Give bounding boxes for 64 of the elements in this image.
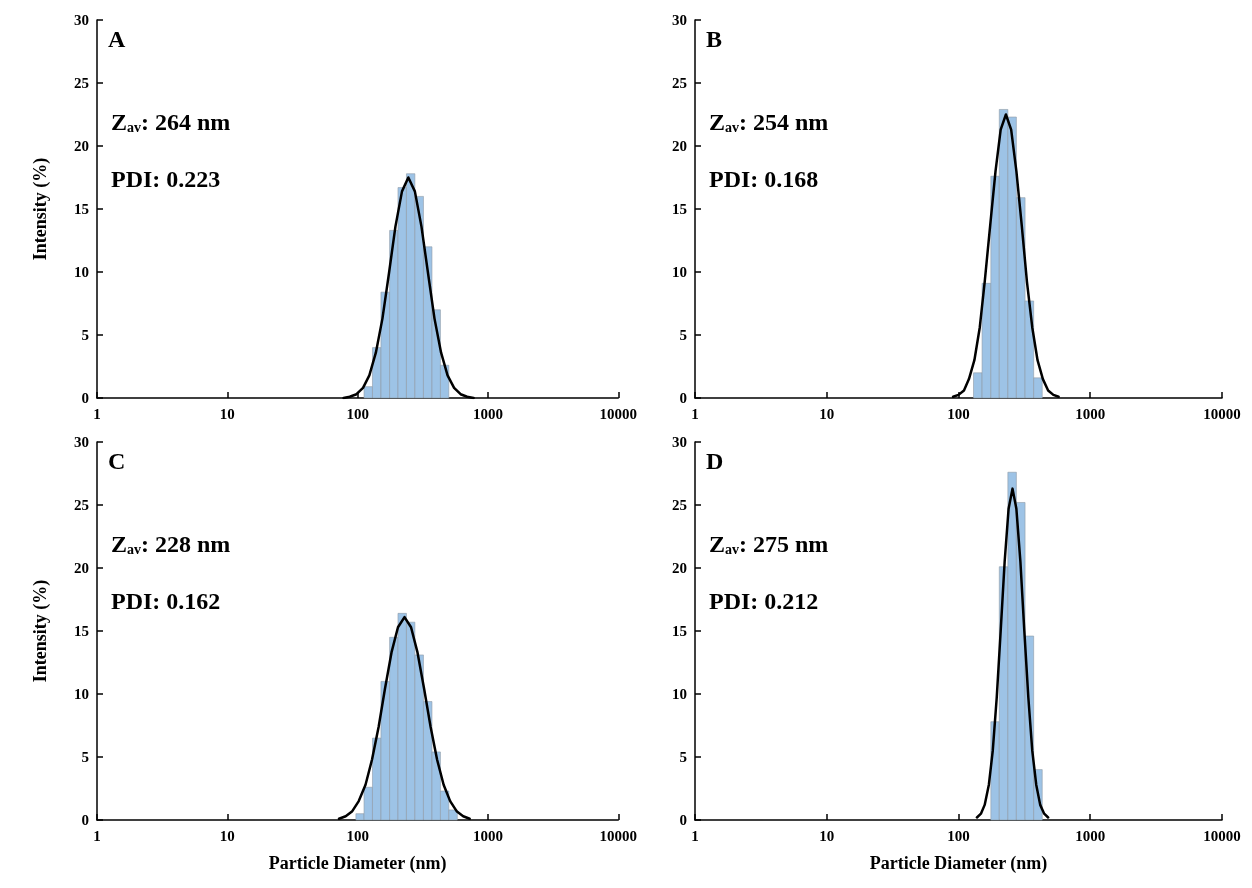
chart-title: B: [706, 26, 723, 52]
x-tick-label: 10000: [1203, 827, 1241, 844]
annotation: PDI: 0.168: [709, 166, 819, 192]
x-tick-label: 1000: [472, 405, 503, 422]
x-axis-title: Particle Diameter (nm): [869, 853, 1048, 874]
y-tick-label: 15: [672, 623, 687, 639]
y-tick-label: 10: [672, 264, 687, 280]
y-tick-label: 10: [672, 686, 687, 702]
y-tick-label: 0: [679, 812, 687, 828]
y-tick-label: 20: [74, 138, 89, 154]
y-tick-label: 15: [74, 201, 89, 217]
x-tick-label: 1: [691, 405, 699, 422]
x-tick-label: 1: [93, 827, 101, 844]
y-tick-label: 20: [672, 138, 687, 154]
x-tick-label: 100: [346, 827, 369, 844]
y-tick-label: 25: [672, 497, 687, 513]
x-tick-label: 10: [219, 405, 235, 422]
annotation: Zav: 264 nm: [111, 109, 231, 135]
annotation: Zav: 275 nm: [709, 531, 829, 557]
chart-title: C: [108, 448, 126, 474]
annotation: PDI: 0.223: [111, 166, 221, 192]
y-tick-label: 15: [74, 623, 89, 639]
x-axis-title: Particle Diameter (nm): [268, 853, 447, 874]
y-tick-label: 25: [74, 75, 89, 91]
y-tick-label: 25: [74, 497, 89, 513]
x-tick-label: 100: [947, 405, 970, 422]
annotation: Zav: 254 nm: [709, 109, 829, 135]
y-tick-label: 0: [81, 390, 89, 406]
x-tick-label: 10000: [1203, 405, 1241, 422]
y-axis-title: Intensity (%): [30, 157, 51, 261]
x-tick-label: 10: [819, 827, 835, 844]
x-tick-label: 10000: [599, 827, 637, 844]
y-tick-label: 0: [679, 390, 687, 406]
x-tick-label: 1: [691, 827, 699, 844]
y-tick-label: 30: [672, 434, 687, 450]
y-tick-label: 5: [679, 749, 687, 765]
x-tick-label: 10000: [599, 405, 637, 422]
x-tick-label: 100: [947, 827, 970, 844]
y-tick-label: 5: [81, 327, 89, 343]
y-tick-label: 30: [74, 434, 89, 450]
annotation: PDI: 0.212: [709, 588, 819, 614]
chart-title: D: [706, 448, 724, 474]
y-tick-label: 5: [679, 327, 687, 343]
x-tick-label: 10: [819, 405, 835, 422]
chart-title: A: [108, 26, 126, 52]
y-tick-label: 5: [81, 749, 89, 765]
y-tick-label: 25: [672, 75, 687, 91]
y-tick-label: 30: [672, 12, 687, 28]
y-axis-title: Intensity (%): [30, 579, 51, 683]
annotation: PDI: 0.162: [111, 588, 221, 614]
y-tick-label: 15: [672, 201, 687, 217]
x-tick-label: 1000: [1075, 827, 1106, 844]
x-tick-label: 1000: [1075, 405, 1106, 422]
y-tick-label: 20: [74, 560, 89, 576]
x-tick-label: 100: [346, 405, 369, 422]
annotation: Zav: 228 nm: [111, 531, 231, 557]
y-tick-label: 10: [74, 686, 89, 702]
x-tick-label: 1000: [472, 827, 503, 844]
y-tick-label: 20: [672, 560, 687, 576]
y-tick-label: 10: [74, 264, 89, 280]
y-tick-label: 0: [81, 812, 89, 828]
y-tick-label: 30: [74, 12, 89, 28]
x-tick-label: 1: [93, 405, 101, 422]
x-tick-label: 10: [219, 827, 235, 844]
